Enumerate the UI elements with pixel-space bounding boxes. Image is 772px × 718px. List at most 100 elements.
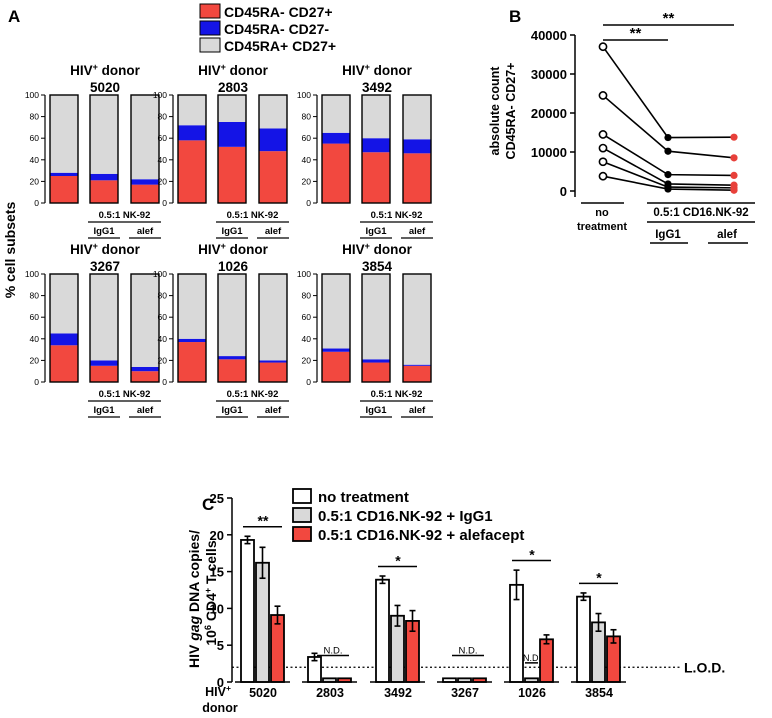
donor-title-suffix: donor xyxy=(370,242,413,257)
bar-seg-cd45ra-pos-cd27-pos xyxy=(322,95,350,133)
y-tick-label: 20000 xyxy=(531,106,567,121)
donor-title-suffix: donor xyxy=(98,63,141,78)
bar-seg-cd45ra-neg-cd27-neg xyxy=(218,356,246,360)
y-tick-label: 0 xyxy=(34,377,39,387)
donor-id: 5020 xyxy=(90,80,120,95)
bar-seg-cd45ra-neg-cd27-neg xyxy=(178,338,206,343)
bar-seg-cd45ra-neg-cd27-neg xyxy=(362,138,390,153)
donor-id: 1026 xyxy=(518,686,546,700)
significance-label: ** xyxy=(258,513,269,529)
group-label-alef: alef xyxy=(265,226,282,237)
bar-seg-cd45ra-pos-cd27-pos xyxy=(218,95,246,122)
y-axis-title-line1: HIV gag DNA copies/ xyxy=(186,530,202,668)
donor-id: 5020 xyxy=(249,686,277,700)
donor-title-sup: + xyxy=(93,241,98,251)
bar-seg-cd45ra-neg-cd27-pos xyxy=(218,146,246,203)
bar-outline xyxy=(130,94,160,204)
donor-title: HIV+ donor xyxy=(70,241,141,257)
donor-title-sup: + xyxy=(365,241,370,251)
group-label-igg1: IgG1 xyxy=(365,405,387,416)
bar-seg-cd45ra-pos-cd27-pos xyxy=(90,95,118,174)
legend-swatch-c xyxy=(292,488,312,504)
legend-swatch-c xyxy=(292,526,312,542)
donor-title-sup: + xyxy=(93,62,98,72)
donor-id: 3267 xyxy=(451,686,479,700)
x-label-no: no xyxy=(595,207,609,219)
x-axis-title-sup: + xyxy=(226,683,231,693)
panel-label-a: A xyxy=(8,7,20,26)
point-no-treatment xyxy=(598,42,608,52)
donor-title: HIV+ donor xyxy=(342,62,413,78)
legend-swatch-cd45ra-neg-cd27-neg xyxy=(199,20,221,36)
bar-outline xyxy=(361,273,391,383)
bar-seg-cd45ra-neg-cd27-pos xyxy=(50,345,78,382)
bar-seg-cd45ra-neg-cd27-neg xyxy=(403,139,431,154)
bar-seg-cd45ra-neg-cd27-pos xyxy=(362,362,390,382)
group-label-igg1: IgG1 xyxy=(221,405,243,416)
point-alef xyxy=(730,186,738,194)
significance-label: N.D. xyxy=(523,653,541,663)
y-tick-label: 40 xyxy=(158,155,168,165)
y-tick-label: 10 xyxy=(210,601,224,616)
y-axis-title-sup: 6 xyxy=(203,625,213,630)
y-tick-label: 0 xyxy=(560,184,567,199)
bar-seg-cd45ra-neg-cd27-pos xyxy=(90,365,118,382)
y-tick-label: 20 xyxy=(30,355,40,365)
group-label-igg1: IgG1 xyxy=(93,405,115,416)
significance-label: * xyxy=(529,547,535,563)
treatment-label: 0.5:1 NK-92 xyxy=(99,389,151,400)
bar-seg-cd45ra-pos-cd27-pos xyxy=(322,274,350,349)
bar-seg-cd45ra-pos-cd27-pos xyxy=(362,95,390,139)
y-axis-title-cd4: CD4 xyxy=(203,593,219,625)
bar-outline xyxy=(321,94,351,204)
bar-seg-cd45ra-neg-cd27-pos xyxy=(50,176,78,203)
y-tick-label: 15 xyxy=(210,565,224,580)
y-tick-label: 60 xyxy=(302,133,312,143)
point-alef xyxy=(730,154,738,162)
donor-title: HIV+ donor xyxy=(198,62,269,78)
group-label-alef: alef xyxy=(137,226,154,237)
bar-outline xyxy=(49,273,79,383)
donor-title-suffix: donor xyxy=(226,63,269,78)
bar-seg-cd45ra-pos-cd27-pos xyxy=(178,95,206,126)
bar-seg-cd45ra-pos-cd27-pos xyxy=(362,274,390,360)
y-tick-label: 60 xyxy=(302,312,312,322)
y-tick-label: 40 xyxy=(158,334,168,344)
y-tick-label: 40 xyxy=(30,334,40,344)
donor-id: 3854 xyxy=(362,259,393,274)
bar-seg-cd45ra-neg-cd27-pos xyxy=(90,180,118,203)
legend-a: CD45RA- CD27+ CD45RA- CD27- CD45RA+ CD27… xyxy=(199,3,336,54)
group-label-igg1: IgG1 xyxy=(365,226,387,237)
legend-label: CD45RA- CD27+ xyxy=(224,4,333,20)
point-no-treatment xyxy=(598,130,608,139)
donor-id: 2803 xyxy=(218,80,249,95)
y-tick-label: 40000 xyxy=(531,28,567,43)
point-igg1 xyxy=(664,133,672,142)
lod-label: L.O.D. xyxy=(684,659,725,675)
bar-seg-cd45ra-pos-cd27-pos xyxy=(259,274,287,361)
bar-seg-cd45ra-neg-cd27-pos xyxy=(403,153,431,203)
bar-outline xyxy=(217,94,247,204)
y-tick-label: 60 xyxy=(30,312,40,322)
x-group-label-igg1: IgG1 xyxy=(655,229,681,241)
bar-seg-cd45ra-pos-cd27-pos xyxy=(403,274,431,365)
bar-seg-cd45ra-neg-cd27-pos xyxy=(178,342,206,382)
group-label-alef: alef xyxy=(265,405,282,416)
bar-seg-cd45ra-neg-cd27-neg xyxy=(131,179,159,185)
treatment-label: 0.5:1 NK-92 xyxy=(371,389,423,400)
group-label-igg1: IgG1 xyxy=(221,226,243,237)
group-label-igg1: IgG1 xyxy=(93,226,115,237)
point-no-treatment xyxy=(598,171,608,181)
y-axis-title-line1: absolute count xyxy=(488,66,502,156)
series-line xyxy=(602,46,735,139)
legend-label-c: no treatment xyxy=(318,489,409,506)
point-no-treatment xyxy=(598,157,608,167)
bar-seg-cd45ra-neg-cd27-neg xyxy=(403,364,431,366)
donor-id: 1026 xyxy=(218,259,249,274)
y-tick-label: 100 xyxy=(153,90,167,100)
x-treatment-label: 0.5:1 CD16.NK-92 xyxy=(653,207,748,219)
group-label-alef: alef xyxy=(137,405,154,416)
panel-label-c: C xyxy=(202,495,214,514)
y-tick-label: 100 xyxy=(297,90,311,100)
